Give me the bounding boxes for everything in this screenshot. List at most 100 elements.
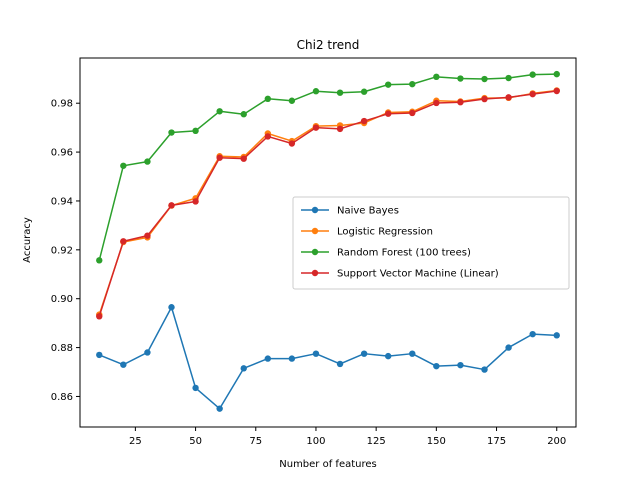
legend-label: Naive Bayes: [337, 206, 399, 217]
axes-frame: [79, 57, 577, 428]
data-point: [505, 74, 512, 82]
legend-swatch-marker: [311, 269, 319, 277]
data-point: [481, 366, 488, 373]
data-point: [192, 127, 199, 135]
data-point: [288, 355, 296, 362]
data-point: [144, 349, 151, 356]
data-point: [505, 94, 512, 101]
x-tick-label: 200: [547, 436, 566, 447]
data-point: [96, 313, 103, 320]
data-point: [529, 71, 536, 78]
data-point: [264, 355, 272, 362]
data-point: [240, 365, 247, 372]
y-tick-label: 0.90: [51, 294, 73, 305]
data-point: [216, 108, 223, 115]
legend-entry: Random Forest (100 trees): [301, 248, 471, 259]
x-tick-label: 175: [487, 436, 506, 447]
data-point: [384, 352, 392, 360]
data-point: [240, 111, 247, 118]
data-point: [216, 154, 223, 161]
legend-label: Random Forest (100 trees): [337, 248, 471, 259]
data-point: [336, 360, 344, 368]
data-point: [481, 95, 488, 103]
plot-area: [79, 57, 577, 428]
legend-swatch-marker: [311, 206, 319, 214]
x-axis: 25 50 75 100 125 150 175 200: [129, 427, 566, 447]
data-point: [433, 73, 440, 81]
x-tick-label: 50: [189, 436, 202, 447]
data-point: [192, 198, 199, 205]
data-point: [409, 350, 416, 357]
series-line-3: [98, 90, 557, 317]
data-point: [96, 351, 103, 359]
data-point: [288, 97, 296, 104]
legend-box: [292, 196, 570, 290]
data-point: [457, 361, 464, 369]
data-point: [192, 384, 199, 392]
data-point: [529, 330, 536, 338]
y-tick-label: 0.86: [51, 392, 73, 403]
data-point: [384, 81, 392, 88]
legend-entry: Logistic Regression: [301, 227, 433, 238]
data-point: [336, 89, 344, 96]
series-line-0: [98, 306, 557, 410]
data-point: [481, 75, 488, 83]
data-point: [360, 350, 368, 357]
legend-label: Logistic Regression: [337, 227, 433, 238]
y-axis: 0.86 0.88 0.90 0.92 0.94 0.96 0.98: [51, 99, 80, 403]
data-point: [457, 99, 464, 106]
data-point: [312, 124, 320, 131]
data-point: [505, 344, 512, 351]
data-point: [360, 88, 368, 95]
data-point: [384, 110, 392, 117]
data-point: [96, 257, 103, 264]
data-point: [312, 350, 320, 357]
y-tick-label: 0.96: [51, 148, 73, 159]
legend-label: Support Vector Machine (Linear): [337, 269, 499, 280]
data-point: [553, 87, 560, 95]
data-point: [433, 99, 440, 107]
data-point: [409, 109, 416, 117]
legend-swatch-marker: [311, 227, 319, 235]
legend-entry: Naive Bayes: [301, 206, 399, 217]
data-point: [144, 158, 151, 165]
chart-title: Chi2 trend: [297, 38, 360, 52]
x-tick-label: 25: [129, 436, 142, 447]
data-point: [457, 75, 464, 82]
data-point: [168, 304, 175, 311]
x-tick-label: 125: [367, 436, 386, 447]
data-point: [529, 90, 536, 98]
y-tick-label: 0.92: [51, 245, 73, 256]
data-point: [264, 133, 272, 140]
x-tick-label: 100: [306, 436, 325, 447]
data-point: [120, 238, 127, 245]
data-point: [360, 117, 368, 125]
data-point: [168, 129, 175, 136]
data-point: [288, 140, 296, 147]
data-point: [553, 70, 560, 78]
x-tick-label: 150: [427, 436, 446, 447]
data-point: [168, 202, 175, 209]
data-point: [312, 88, 320, 95]
y-tick-label: 0.98: [51, 99, 73, 110]
data-point: [120, 361, 127, 368]
data-point: [553, 332, 560, 339]
y-tick-label: 0.94: [51, 196, 73, 207]
data-point: [240, 155, 247, 162]
data-point: [433, 362, 440, 370]
data-point: [216, 405, 223, 412]
data-point: [144, 232, 151, 239]
x-axis-label: Number of features: [279, 459, 376, 470]
legend-entry: Support Vector Machine (Linear): [301, 269, 499, 280]
data-point: [120, 162, 127, 169]
series-line-2: [98, 73, 557, 261]
legend: Naive Bayes Logistic Regression Random For…: [292, 196, 570, 290]
y-axis-label: Accuracy: [22, 217, 33, 263]
data-point: [264, 95, 272, 103]
legend-swatch-marker: [311, 248, 319, 256]
x-tick-label: 75: [249, 436, 262, 447]
y-tick-label: 0.88: [51, 343, 73, 354]
data-point: [336, 125, 344, 133]
data-point: [409, 80, 416, 88]
